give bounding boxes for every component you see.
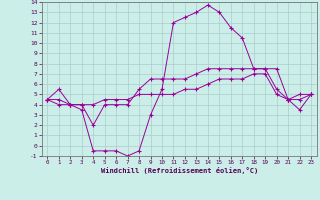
X-axis label: Windchill (Refroidissement éolien,°C): Windchill (Refroidissement éolien,°C): [100, 167, 258, 174]
